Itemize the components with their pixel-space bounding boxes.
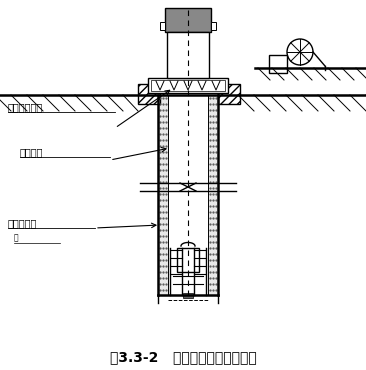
Bar	[183, 293, 193, 298]
Text: 一: 一	[14, 233, 19, 242]
Text: 定型组合钢: 定型组合钢	[8, 218, 37, 228]
Bar	[177, 248, 199, 272]
Bar	[208, 95, 218, 295]
Bar	[148, 78, 228, 93]
Bar	[160, 22, 165, 30]
Bar	[138, 84, 160, 104]
Text: 活动安全盖板: 活动安全盖板	[8, 102, 43, 112]
Bar	[211, 22, 216, 30]
Text: 图3.3-2   挖孔桩垂直运输示意图: 图3.3-2 挖孔桩垂直运输示意图	[110, 350, 256, 364]
Bar	[167, 32, 209, 78]
Bar	[165, 8, 211, 32]
Bar	[151, 80, 225, 91]
Bar	[218, 84, 240, 104]
Text: 混凝土护: 混凝土护	[20, 147, 44, 157]
Bar	[158, 95, 168, 295]
Bar	[269, 55, 287, 73]
